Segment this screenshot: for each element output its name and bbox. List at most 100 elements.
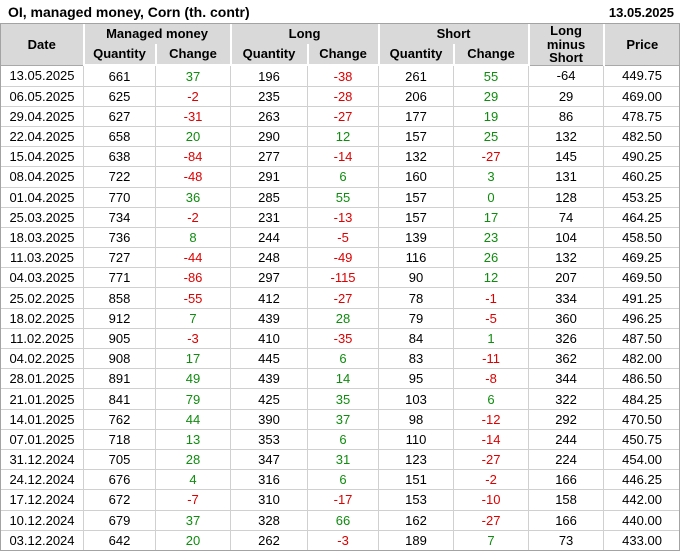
cell-long-change: 37 bbox=[308, 409, 379, 429]
cell-date: 11.03.2025 bbox=[1, 248, 84, 268]
sub-header-short-change: Change bbox=[454, 44, 529, 65]
cell-short-quantity: 206 bbox=[379, 86, 454, 106]
cell-long-quantity: 263 bbox=[231, 106, 308, 126]
cell-long-quantity: 425 bbox=[231, 389, 308, 409]
cell-long-minus-short: 207 bbox=[529, 268, 604, 288]
cell-price: 464.25 bbox=[604, 207, 680, 227]
cell-long-quantity: 231 bbox=[231, 207, 308, 227]
cell-long-quantity: 316 bbox=[231, 470, 308, 490]
cell-short-quantity: 90 bbox=[379, 268, 454, 288]
cell-mm-change: 28 bbox=[156, 449, 231, 469]
cell-mm-quantity: 679 bbox=[84, 510, 156, 530]
cell-short-quantity: 98 bbox=[379, 409, 454, 429]
cell-long-quantity: 410 bbox=[231, 328, 308, 348]
cell-short-change: -27 bbox=[454, 510, 529, 530]
cell-long-change: -14 bbox=[308, 147, 379, 167]
cell-long-quantity: 353 bbox=[231, 429, 308, 449]
cell-mm-quantity: 905 bbox=[84, 328, 156, 348]
cell-short-change: -27 bbox=[454, 449, 529, 469]
report-date: 13.05.2025 bbox=[609, 5, 674, 20]
cell-short-quantity: 83 bbox=[379, 349, 454, 369]
cell-mm-quantity: 676 bbox=[84, 470, 156, 490]
cell-short-quantity: 160 bbox=[379, 167, 454, 187]
cell-long-change: 35 bbox=[308, 389, 379, 409]
cell-mm-quantity: 858 bbox=[84, 288, 156, 308]
cell-mm-quantity: 727 bbox=[84, 248, 156, 268]
cell-short-change: 19 bbox=[454, 106, 529, 126]
cell-date: 10.12.2024 bbox=[1, 510, 84, 530]
cell-long-minus-short: 166 bbox=[529, 470, 604, 490]
cell-long-minus-short: 360 bbox=[529, 308, 604, 328]
cell-short-change: 7 bbox=[454, 530, 529, 550]
cell-date: 08.04.2025 bbox=[1, 167, 84, 187]
cell-mm-quantity: 891 bbox=[84, 369, 156, 389]
cell-long-quantity: 347 bbox=[231, 449, 308, 469]
cell-long-change: -49 bbox=[308, 248, 379, 268]
cell-price: 453.25 bbox=[604, 187, 680, 207]
cell-mm-change: 7 bbox=[156, 308, 231, 328]
cell-long-minus-short: 73 bbox=[529, 530, 604, 550]
cell-mm-change: -31 bbox=[156, 106, 231, 126]
cell-price: 454.00 bbox=[604, 449, 680, 469]
cell-date: 25.03.2025 bbox=[1, 207, 84, 227]
cell-date: 28.01.2025 bbox=[1, 369, 84, 389]
sub-header-long-change: Change bbox=[308, 44, 379, 65]
cell-mm-change: 49 bbox=[156, 369, 231, 389]
cell-price: 478.75 bbox=[604, 106, 680, 126]
cell-short-quantity: 177 bbox=[379, 106, 454, 126]
cell-long-quantity: 310 bbox=[231, 490, 308, 510]
cell-long-quantity: 290 bbox=[231, 126, 308, 146]
cell-short-change: -1 bbox=[454, 288, 529, 308]
cell-mm-change: 13 bbox=[156, 429, 231, 449]
cell-short-quantity: 103 bbox=[379, 389, 454, 409]
cell-long-quantity: 439 bbox=[231, 308, 308, 328]
cell-mm-change: -3 bbox=[156, 328, 231, 348]
cell-short-quantity: 139 bbox=[379, 227, 454, 247]
cell-long-minus-short: 145 bbox=[529, 147, 604, 167]
cell-price: 446.25 bbox=[604, 470, 680, 490]
cell-long-minus-short: 132 bbox=[529, 248, 604, 268]
cell-long-quantity: 196 bbox=[231, 65, 308, 86]
cell-long-minus-short: 322 bbox=[529, 389, 604, 409]
cell-mm-quantity: 841 bbox=[84, 389, 156, 409]
cell-long-quantity: 277 bbox=[231, 147, 308, 167]
cell-long-quantity: 328 bbox=[231, 510, 308, 530]
cell-long-change: 55 bbox=[308, 187, 379, 207]
cell-short-quantity: 79 bbox=[379, 308, 454, 328]
cell-date: 25.02.2025 bbox=[1, 288, 84, 308]
cell-short-quantity: 157 bbox=[379, 207, 454, 227]
cell-short-change: 6 bbox=[454, 389, 529, 409]
cell-long-minus-short: 131 bbox=[529, 167, 604, 187]
cell-price: 450.75 bbox=[604, 429, 680, 449]
cell-long-change: -28 bbox=[308, 86, 379, 106]
cell-short-change: -10 bbox=[454, 490, 529, 510]
cell-date: 18.02.2025 bbox=[1, 308, 84, 328]
cell-mm-quantity: 734 bbox=[84, 207, 156, 227]
cell-mm-quantity: 642 bbox=[84, 530, 156, 550]
cell-long-change: 66 bbox=[308, 510, 379, 530]
cell-short-quantity: 116 bbox=[379, 248, 454, 268]
col-header-long-minus-short: Long minus Short bbox=[529, 24, 604, 66]
cell-long-minus-short: 362 bbox=[529, 349, 604, 369]
cell-long-quantity: 262 bbox=[231, 530, 308, 550]
sub-header-mm-change: Change bbox=[156, 44, 231, 65]
cell-mm-change: 36 bbox=[156, 187, 231, 207]
cell-price: 442.00 bbox=[604, 490, 680, 510]
cell-short-quantity: 157 bbox=[379, 187, 454, 207]
cell-long-quantity: 412 bbox=[231, 288, 308, 308]
cell-long-change: 6 bbox=[308, 429, 379, 449]
cell-long-minus-short: 292 bbox=[529, 409, 604, 429]
cell-long-minus-short: 74 bbox=[529, 207, 604, 227]
cell-long-quantity: 291 bbox=[231, 167, 308, 187]
cell-date: 29.04.2025 bbox=[1, 106, 84, 126]
cell-price: 491.25 bbox=[604, 288, 680, 308]
cell-long-quantity: 445 bbox=[231, 349, 308, 369]
